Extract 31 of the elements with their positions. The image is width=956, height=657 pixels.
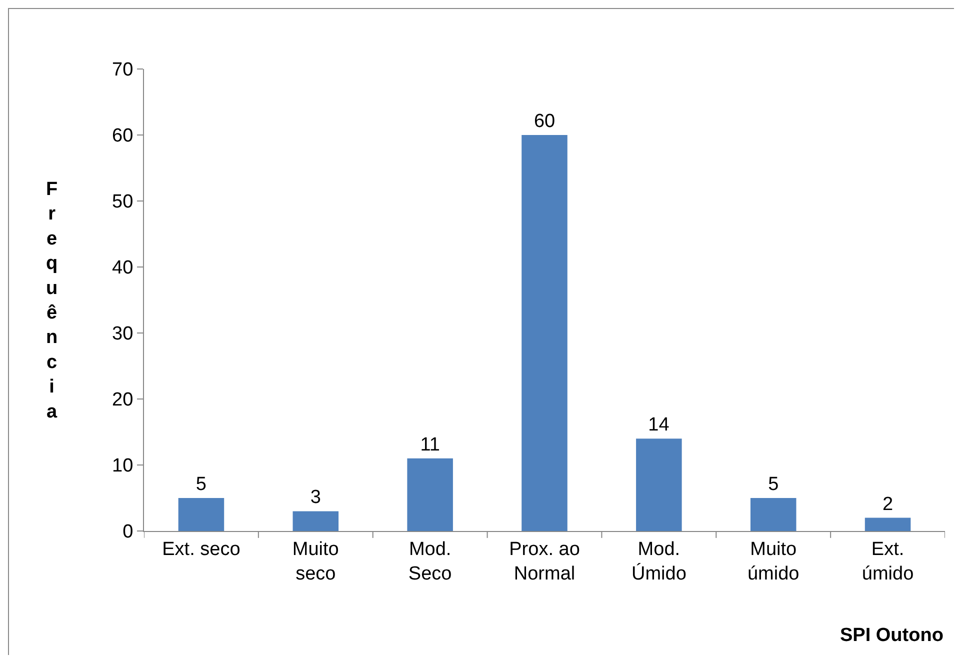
data-label: 11 bbox=[420, 434, 440, 456]
bar bbox=[522, 135, 568, 531]
bar bbox=[178, 498, 224, 531]
bar bbox=[407, 458, 453, 531]
x-axis-title: SPI Outono bbox=[840, 625, 944, 646]
y-tick-label: 20 bbox=[112, 390, 134, 411]
data-label: 5 bbox=[196, 474, 207, 495]
y-tick-label: 70 bbox=[112, 60, 134, 81]
bar bbox=[864, 518, 911, 531]
data-label: 60 bbox=[534, 111, 556, 132]
x-tick-label: Muito seco bbox=[292, 538, 339, 584]
bar bbox=[636, 438, 682, 531]
y-tick-label: 0 bbox=[122, 522, 134, 543]
y-tick-label: 50 bbox=[112, 192, 134, 213]
x-tick-label: Ext. úmido bbox=[862, 538, 914, 584]
data-label: 5 bbox=[768, 474, 779, 495]
bar bbox=[292, 511, 339, 531]
x-tick-label: Muito úmido bbox=[747, 538, 800, 584]
x-tick-label: Mod. Úmido bbox=[631, 538, 686, 584]
y-tick-label: 30 bbox=[112, 324, 134, 345]
x-tick-label: Prox. ao Normal bbox=[509, 538, 580, 584]
data-label: 3 bbox=[310, 487, 321, 508]
x-tick-label: Mod. Seco bbox=[408, 538, 452, 584]
y-tick-label: 10 bbox=[112, 456, 134, 477]
data-label: 14 bbox=[648, 414, 670, 436]
y-tick-label: 40 bbox=[112, 258, 134, 279]
x-tick-label: Ext. seco bbox=[162, 538, 240, 560]
y-tick-label: 60 bbox=[112, 126, 134, 147]
bar bbox=[750, 498, 796, 531]
text: Frequência bbox=[46, 179, 58, 422]
data-label: 2 bbox=[882, 494, 894, 515]
